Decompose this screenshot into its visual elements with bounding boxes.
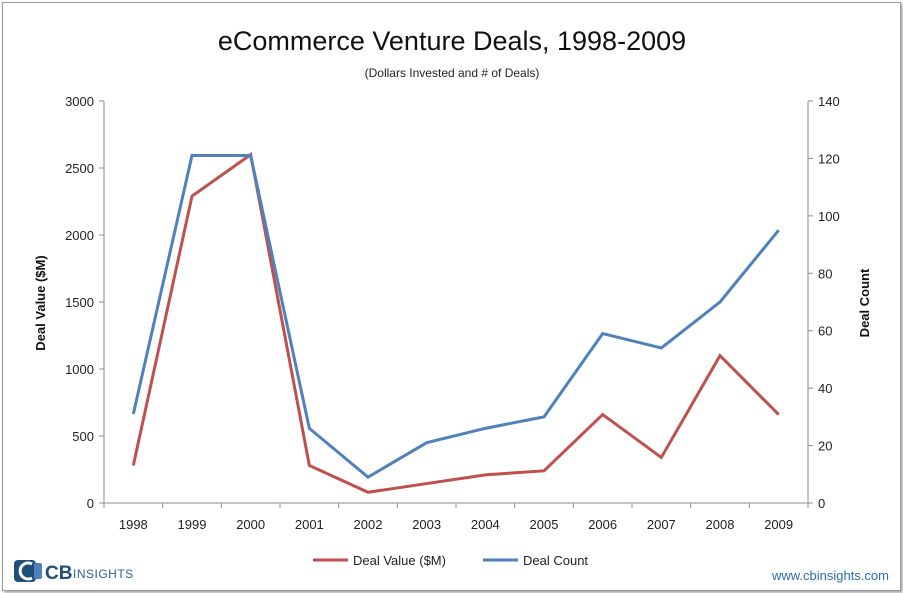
cb-insights-logo: CB INSIGHTS xyxy=(14,560,134,584)
x-tick-label: 2000 xyxy=(236,517,265,532)
y-left-tick-label: 500 xyxy=(72,429,94,444)
x-tick-label: 2008 xyxy=(706,517,735,532)
y-right-tick-label: 100 xyxy=(818,209,840,224)
website-link[interactable]: www.cbinsights.com xyxy=(771,568,889,583)
x-tick-label: 2003 xyxy=(412,517,441,532)
y-left-tick-label: 2000 xyxy=(65,228,94,243)
y-right-axis-label: Deal Count xyxy=(857,268,872,337)
logo-insights-text: INSIGHTS xyxy=(73,567,134,581)
chart: eCommerce Venture Deals, 1998-2009 (Doll… xyxy=(14,26,889,584)
series-line-deal-count xyxy=(131,154,780,479)
y-left-tick-label: 3000 xyxy=(65,94,94,109)
legend: Deal Value ($M) Deal Count xyxy=(313,553,588,568)
y-left-tick-label: 1000 xyxy=(65,362,94,377)
x-tick-label: 2006 xyxy=(588,517,617,532)
y-left-tick-label: 1500 xyxy=(65,295,94,310)
series-line-deal-value xyxy=(131,152,780,494)
y-left-axis-label: Deal Value ($M) xyxy=(33,255,48,350)
cb-logo-icon xyxy=(14,560,42,582)
x-tick-label: 2007 xyxy=(647,517,676,532)
y-right-tick-label: 60 xyxy=(818,324,832,339)
y-right-tick-label: 80 xyxy=(818,266,832,281)
x-tick-label: 2002 xyxy=(354,517,383,532)
legend-label-deal-value: Deal Value ($M) xyxy=(353,553,446,568)
y-right-tick-label: 120 xyxy=(818,151,840,166)
y-left-tick-label: 0 xyxy=(87,496,94,511)
x-tick-label: 2009 xyxy=(764,517,793,532)
legend-label-deal-count: Deal Count xyxy=(523,553,588,568)
x-tick-label: 2005 xyxy=(530,517,559,532)
x-tick-label: 1999 xyxy=(178,517,207,532)
x-tick-label: 1998 xyxy=(119,517,148,532)
chart-subtitle: (Dollars Invested and # of Deals) xyxy=(365,66,540,80)
y-left-tick-label: 2500 xyxy=(65,161,94,176)
y-right-tick-label: 20 xyxy=(818,439,832,454)
logo-cb-text: CB xyxy=(45,563,72,584)
chart-title: eCommerce Venture Deals, 1998-2009 xyxy=(218,26,686,56)
y-right-tick-label: 0 xyxy=(818,496,825,511)
x-tick-label: 2001 xyxy=(295,517,324,532)
y-right-tick-label: 140 xyxy=(818,94,840,109)
y-right-tick-label: 40 xyxy=(818,381,832,396)
x-tick-label: 2004 xyxy=(471,517,500,532)
